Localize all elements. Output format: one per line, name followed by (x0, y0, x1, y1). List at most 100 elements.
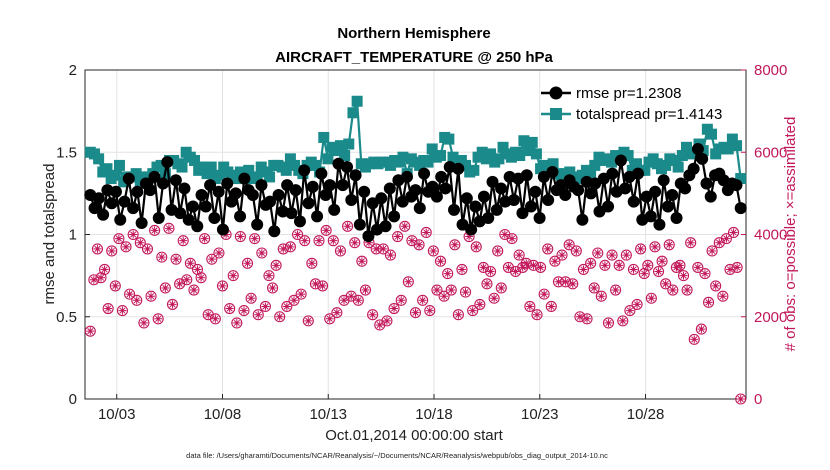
obs-possible-marker (334, 245, 347, 257)
obs-possible-marker (292, 228, 304, 241)
totalspread-point (660, 159, 672, 171)
rmse-point (122, 172, 135, 185)
rmse-point (533, 212, 546, 225)
totalspread-point (497, 141, 509, 153)
obs-marker (238, 305, 250, 317)
obs-possible-marker (270, 259, 282, 271)
obs-assimilated-marker (218, 281, 227, 290)
rmse-point (704, 190, 717, 203)
obs-marker (199, 233, 211, 245)
obs-possible-marker (109, 280, 121, 292)
obs-marker (452, 309, 464, 321)
obs-possible-marker (570, 245, 582, 257)
obs-possible-marker (313, 235, 325, 247)
obs-marker (324, 313, 336, 325)
obs-marker (677, 270, 690, 282)
rmse-point (152, 212, 165, 225)
rmse-point (584, 187, 597, 200)
obs-assimilated-marker (197, 273, 206, 282)
rmse-point (632, 167, 645, 180)
obs-marker (334, 245, 347, 257)
obs-possible-marker (213, 247, 225, 259)
obs-assimilated-marker (386, 251, 395, 260)
obs-marker (109, 280, 121, 292)
obs-possible-marker (177, 235, 189, 247)
rmse-point (477, 190, 490, 203)
totalspread-point (334, 140, 346, 152)
totalspread-point (280, 164, 292, 176)
totalspread-point (155, 159, 167, 171)
obs-assimilated-marker (690, 335, 699, 344)
rmse-point (383, 182, 396, 195)
rmse-point (272, 189, 285, 202)
obs-marker (234, 231, 246, 243)
obs-assimilated-marker (583, 314, 592, 323)
obs-marker (470, 241, 482, 253)
obs-marker (560, 276, 572, 288)
obs-assimilated-marker (122, 242, 131, 251)
totalspread-point (539, 159, 551, 171)
obs-possible-marker (449, 239, 461, 251)
obs-possible-marker (163, 222, 175, 234)
obs-possible-marker (302, 315, 314, 327)
rmse-point (127, 202, 140, 215)
obs-marker (442, 268, 454, 280)
obs-marker (599, 259, 611, 271)
totalspread-point (626, 164, 638, 176)
obs-marker (420, 226, 432, 238)
rmse-point (255, 179, 268, 192)
obs-marker (588, 282, 600, 294)
obs-marker (495, 282, 507, 294)
obs-possible-marker (599, 259, 611, 271)
obs-possible-marker (367, 309, 379, 321)
obs-marker (317, 280, 329, 292)
obs-assimilated-marker (225, 304, 234, 313)
rmse-point (460, 192, 473, 205)
obs-assimilated-marker (540, 290, 549, 299)
obs-possible-marker (595, 290, 607, 302)
obs-assimilated-marker (515, 251, 524, 260)
obs-marker (449, 239, 461, 251)
obs-marker (506, 233, 518, 245)
obs-marker (445, 284, 457, 296)
obs-assimilated-marker (461, 288, 470, 297)
obs-assimilated-marker (650, 242, 659, 251)
obs-assimilated-marker (704, 298, 713, 307)
obs-possible-marker (206, 253, 218, 265)
rmse-point (92, 192, 105, 205)
obs-marker (685, 237, 697, 249)
obs-possible-marker (124, 288, 136, 300)
obs-marker (266, 282, 279, 294)
rmse-point (315, 167, 328, 180)
rmse-point (670, 212, 683, 225)
rmse-point (734, 202, 747, 215)
obs-assimilated-marker (104, 304, 113, 313)
totalspread-point (318, 131, 330, 143)
rmse-point (418, 167, 431, 180)
totalspread-point (189, 154, 201, 166)
obs-marker (184, 257, 196, 269)
obs-assimilated-marker (608, 251, 617, 260)
rmse-point (264, 195, 277, 208)
obs-marker (717, 290, 729, 302)
obs-assimilated-marker (432, 286, 441, 295)
obs-marker (377, 243, 389, 255)
obs-assimilated-marker (525, 302, 534, 311)
rmse-point (465, 223, 478, 236)
obs-possible-marker (660, 278, 672, 290)
obs-marker (728, 226, 740, 238)
rmse-point (169, 174, 182, 187)
rmse-point (109, 185, 122, 198)
obs-marker (99, 263, 111, 276)
obs-marker (642, 259, 654, 271)
obs-possible-marker (663, 239, 675, 251)
rmse-point (311, 210, 324, 223)
obs-marker (120, 241, 132, 253)
obs-marker (124, 288, 136, 300)
obs-marker (224, 302, 236, 315)
obs-assimilated-marker (397, 296, 406, 305)
obs-assimilated-marker (268, 283, 277, 292)
legend: rmse pr=1.2308 totalspread pr=1.4143 (541, 85, 722, 123)
obs-possible-marker (409, 307, 422, 319)
rmse-point (182, 213, 195, 226)
